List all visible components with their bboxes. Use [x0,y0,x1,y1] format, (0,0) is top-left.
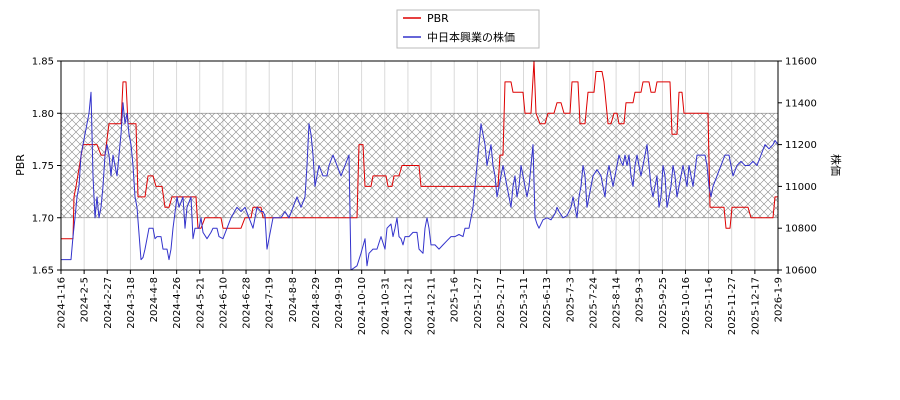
y-right-tick-label: 10800 [785,224,817,235]
x-tick-label: 2025-11-27 [727,277,738,335]
y-right-tick-label: 11200 [785,140,817,151]
x-tick-label: 2025-3-11 [519,277,530,329]
x-tick-label: 2024-8-8 [288,277,299,322]
x-tick-label: 2024-3-18 [126,277,137,329]
x-tick-label: 2024-6-10 [218,277,229,329]
x-tick-label: 2025-1-27 [473,277,484,329]
x-tick-label: 2025-7-3 [565,277,576,322]
x-tick-label: 2025-9-3 [635,277,646,322]
y-right-axis-label: 株価 [829,154,843,176]
x-tick-label: 2024-8-29 [311,277,322,329]
y-left-tick-label: 1.85 [32,57,54,68]
x-tick-label: 2025-6-13 [542,277,553,329]
x-axis-ticks: 2024-1-16 2024-2-5 2024-2-27 2024-3-18 2024-… [57,270,785,335]
y-left-axis-ticks: 1.65 1.70 1.75 1.80 1.85 [32,57,61,277]
x-tick-label: 2024-10-31 [380,277,391,335]
series-layer [61,61,778,270]
x-tick-label: 2024-11-21 [403,277,414,335]
y-left-tick-label: 1.80 [32,109,54,120]
x-tick-label: 2025-7-24 [588,277,599,329]
x-tick-label: 2024-10-10 [357,277,368,335]
x-tick-label: 2025-9-25 [658,277,669,329]
x-tick-label: 2024-5-21 [195,277,206,329]
x-tick-label: 2025-8-14 [612,277,623,329]
x-tick-label: 2024-6-28 [242,277,253,329]
x-tick-label: 2024-1-16 [57,277,68,329]
y-right-axis-ticks: 10600 10800 11000 11200 11400 11600 [778,57,817,277]
x-tick-label: 2025-10-16 [681,277,692,335]
legend-box [396,9,540,49]
x-tick-label: 2025-1-6 [450,277,461,322]
x-tick-label: 2024-12-11 [427,277,438,335]
series-line-pbr [61,61,778,240]
x-tick-label: 2024-7-19 [265,277,276,329]
legend: PBR 中日本興業の株価 [396,9,540,49]
y-right-tick-label: 10600 [785,266,817,277]
x-tick-label: 2025-11-6 [704,277,715,329]
x-tick-label: 2024-9-19 [334,277,345,329]
x-tick-label: 2024-4-26 [172,277,183,329]
y-left-axis-label: PBR [14,154,27,176]
x-tick-label: 2025-12-17 [750,277,761,335]
y-left-tick-label: 1.70 [32,213,54,224]
y-left-tick-label: 1.65 [32,266,54,277]
y-right-tick-label: 11400 [785,98,817,109]
x-tick-label: 2026-1-9 [774,277,785,322]
x-tick-label: 2024-4-8 [149,277,160,322]
y-left-tick-label: 1.75 [32,161,54,172]
legend-label-stock-price: 中日本興業の株価 [427,30,515,44]
x-tick-label: 2024-2-5 [80,277,91,322]
x-tick-label: 2024-2-27 [103,277,114,329]
x-tick-label: 2025-2-17 [496,277,507,329]
y-right-tick-label: 11600 [785,57,817,68]
legend-label-pbr: PBR [427,12,449,25]
series-line-stock-price [61,91,778,270]
y-right-tick-label: 11000 [785,182,817,193]
